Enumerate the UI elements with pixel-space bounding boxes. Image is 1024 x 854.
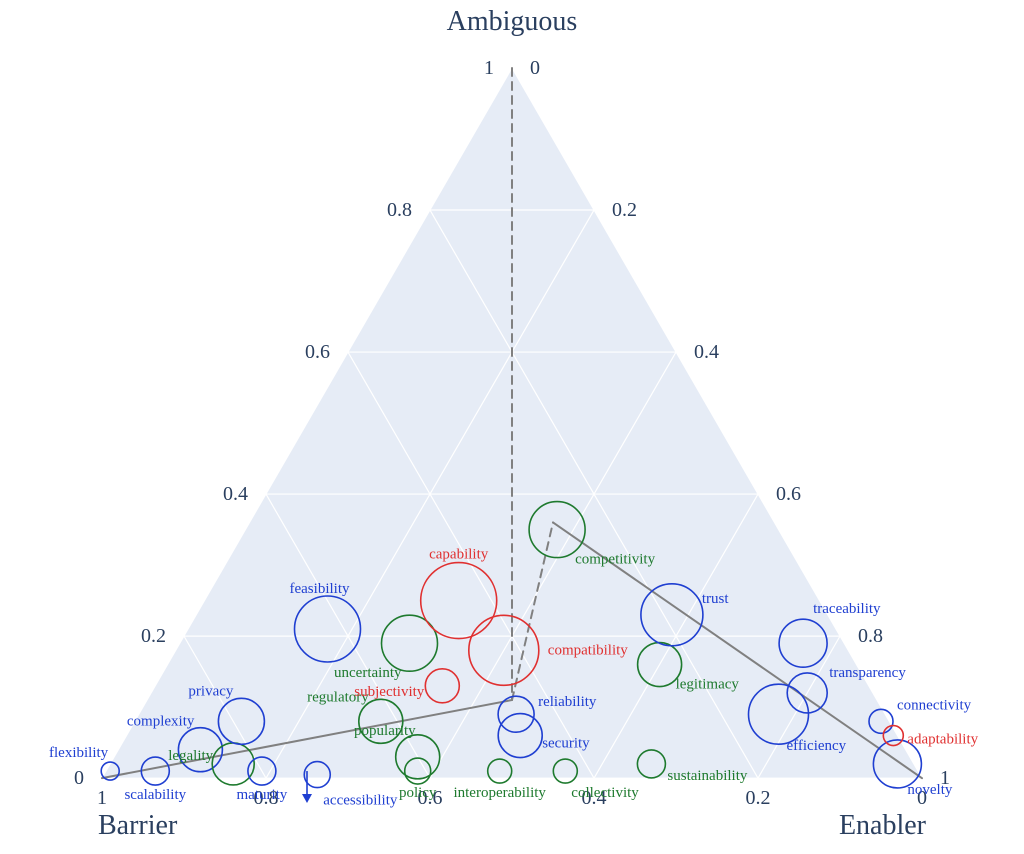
axis-tick-left: 0.6: [305, 341, 330, 363]
bubble-label: novelty: [907, 782, 952, 798]
axis-tick-right: 0.6: [776, 483, 801, 505]
bubble-label: sustainability: [667, 768, 747, 784]
bubble-label: capability: [429, 547, 489, 563]
axis-tick-left: 0.4: [223, 483, 248, 505]
bubble-label: feasibility: [290, 581, 350, 597]
bubble-label: interoperability: [453, 785, 546, 801]
bubble-label: legality: [168, 748, 213, 764]
vertex-label-top: Ambiguous: [447, 6, 578, 37]
axis-tick-left: 0.2: [141, 625, 166, 647]
bubble-label: traceability: [813, 601, 881, 617]
bubble-label: flexibility: [49, 745, 109, 761]
bubble-label: security: [542, 736, 590, 752]
bubble-label: trust: [702, 591, 730, 607]
ternary-plot: 00.20.40.60.8100.20.40.60.8100.20.40.60.…: [0, 0, 1024, 854]
bubble-label: policy: [399, 785, 437, 801]
bubble-label: adaptability: [907, 732, 978, 748]
bubble-label: privacy: [188, 683, 233, 699]
bubble-label: subjectivity: [354, 684, 424, 700]
bubble-label: complexity: [127, 714, 195, 730]
vertex-label-left: Barrier: [98, 810, 178, 841]
bubble-label: scalability: [124, 787, 186, 803]
bubble-label: compatibility: [548, 642, 628, 658]
axis-tick-bottom: 1: [97, 787, 107, 809]
axis-tick-right: 0.8: [858, 625, 883, 647]
bubble-label: transparency: [829, 665, 906, 681]
axis-tick-left: 0: [74, 767, 84, 789]
bubble-label: legitimacy: [676, 677, 740, 693]
bubble-label: uncertainty: [334, 665, 402, 681]
axis-tick-left: 0.8: [387, 199, 412, 221]
axis-tick-right: 0.4: [694, 341, 719, 363]
vertex-label-right: Enabler: [839, 810, 927, 841]
axis-tick-left: 1: [484, 57, 494, 79]
bubble-label: competitivity: [575, 552, 655, 568]
bubble-label: popularity: [354, 723, 416, 739]
bubble-label: reliability: [538, 694, 597, 710]
bubble-label: maturity: [236, 787, 287, 803]
axis-tick-right: 0: [530, 57, 540, 79]
bubble-label: connectivity: [897, 697, 972, 713]
down-arrow-icon: [302, 794, 312, 803]
axis-tick-right: 0.2: [612, 199, 637, 221]
bubble-label: efficiency: [787, 738, 847, 754]
bubble-label: collectivity: [571, 785, 639, 801]
axis-tick-bottom: 0.2: [746, 787, 771, 809]
bubble-label: accessibility: [323, 793, 398, 809]
